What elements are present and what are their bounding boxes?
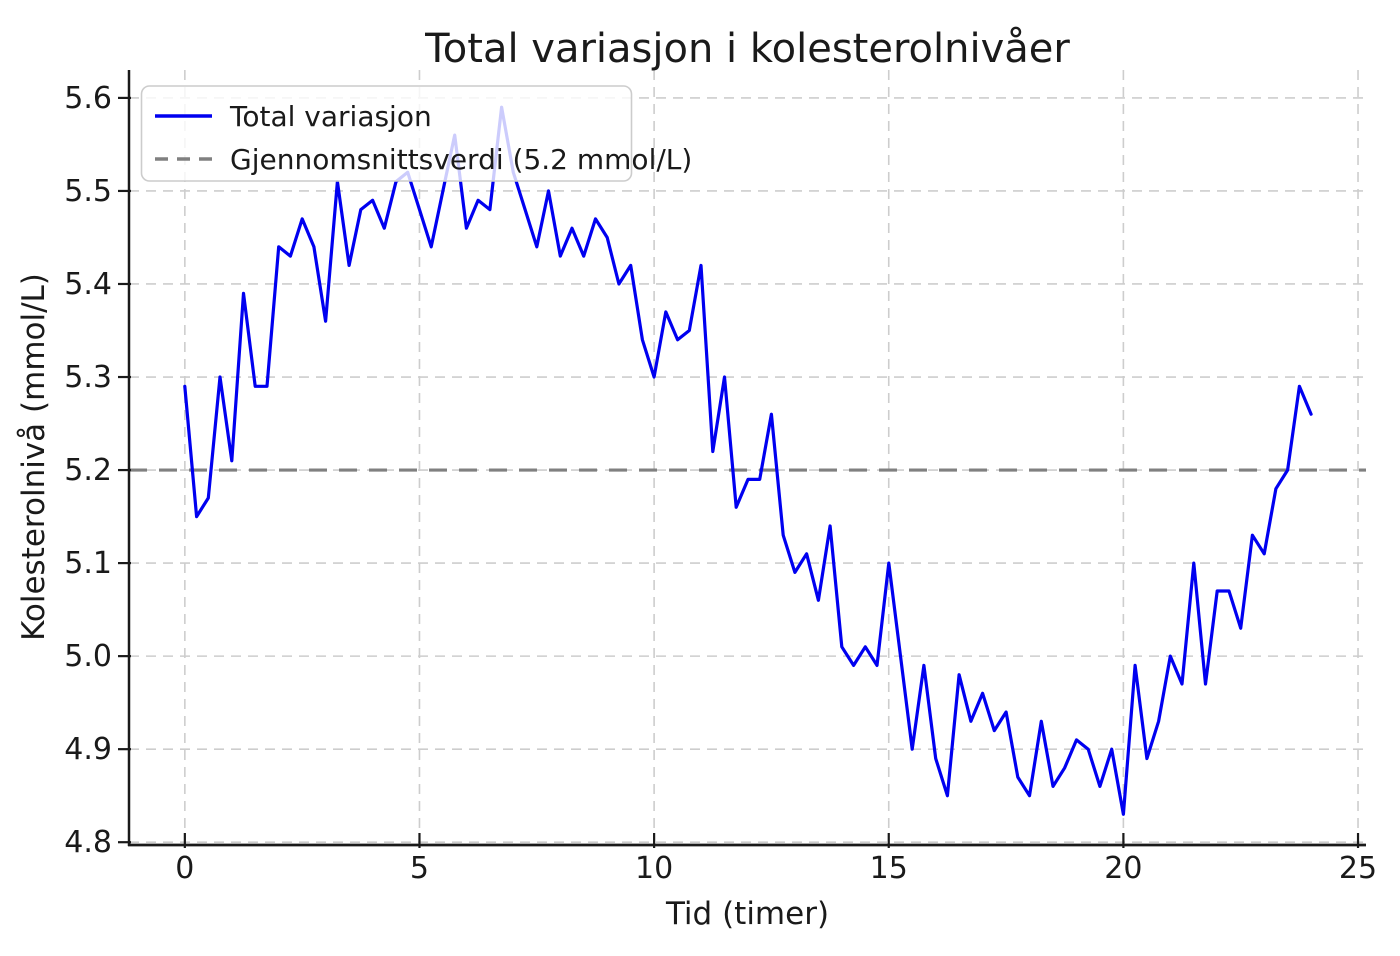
y-tick-label: 5.6 (64, 81, 112, 116)
y-tick-label: 5.3 (64, 360, 112, 395)
x-tick-label: 20 (1104, 851, 1142, 886)
y-tick-label: 5.5 (64, 174, 112, 209)
chart-title: Total variasjon i kolesterolnivåer (424, 26, 1070, 72)
x-tick-label: 10 (635, 851, 673, 886)
y-tick-label: 4.8 (64, 825, 112, 860)
y-tick-label: 5.0 (64, 639, 112, 674)
grid (129, 70, 1366, 845)
x-tick-label: 5 (410, 851, 429, 886)
legend-label: Total variasjon (229, 100, 432, 133)
y-tick-label: 5.1 (64, 546, 112, 581)
y-tick-label: 4.9 (64, 732, 112, 767)
x-tick-label: 15 (870, 851, 908, 886)
x-tick-label: 0 (175, 851, 194, 886)
legend-box (140, 85, 633, 182)
x-tick-label: 25 (1339, 851, 1377, 886)
y-tick-label: 5.4 (64, 267, 112, 302)
legend: Total variasjon Gjennomsnittsverdi (5.2 m… (140, 85, 692, 182)
total-variation-line (183, 105, 1313, 816)
x-axis-label: Tid (timer) (665, 896, 829, 932)
y-axis-label: Kolesterolnivå (mmol/L) (16, 273, 52, 641)
y-tick-label: 5.2 (64, 453, 112, 488)
legend-label: Gjennomsnittsverdi (5.2 mmol/L) (230, 143, 692, 176)
